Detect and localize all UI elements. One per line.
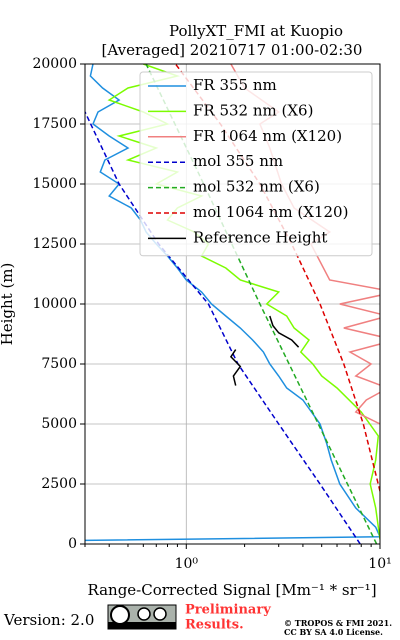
series-line xyxy=(85,64,380,542)
legend-label: mol 532 nm (X6) xyxy=(193,178,320,196)
version: Version: 2.0 xyxy=(3,611,94,629)
y-tick-label: 10000 xyxy=(32,296,77,312)
legend-label: FR 532 nm (X6) xyxy=(193,101,313,119)
x-axis-label: Range-Corrected Signal [Mm⁻¹ * sr⁻¹] xyxy=(87,581,376,599)
preliminary-note: Results. xyxy=(185,618,244,633)
y-tick-label: 17500 xyxy=(32,116,77,132)
y-tick-label: 2500 xyxy=(41,476,77,492)
legend-label: FR 1064 nm (X120) xyxy=(193,127,342,145)
legend-label: mol 1064 nm (X120) xyxy=(193,203,348,221)
y-tick-label: 7500 xyxy=(41,356,77,372)
chart-title: PollyXT_FMI at Kuopio xyxy=(169,22,343,40)
legend-label: mol 355 nm xyxy=(193,152,283,170)
y-tick-label: 5000 xyxy=(41,416,77,432)
chart-subtitle: [Averaged] 20210717 01:00-02:30 xyxy=(102,41,363,59)
legend-label: FR 355 nm xyxy=(193,76,277,94)
y-tick-label: 0 xyxy=(68,536,77,552)
y-tick-label: 15000 xyxy=(32,176,77,192)
series-line xyxy=(85,111,361,544)
y-axis-label: Height (m) xyxy=(0,263,16,346)
legend-box xyxy=(139,71,373,257)
series-line xyxy=(229,315,300,386)
cc-badge xyxy=(107,604,177,630)
license: CC BY SA 4.0 License. xyxy=(284,627,383,637)
y-tick-label: 12500 xyxy=(32,236,77,252)
y-tick-label: 20000 xyxy=(32,56,77,72)
x-tick-label: 10¹ xyxy=(368,556,391,572)
legend-label: Reference Height xyxy=(193,228,327,246)
x-tick-label: 10⁰ xyxy=(175,556,199,572)
copyright: © TROPOS & FMI 2021. xyxy=(284,618,392,628)
preliminary-note: Preliminary xyxy=(185,603,271,618)
